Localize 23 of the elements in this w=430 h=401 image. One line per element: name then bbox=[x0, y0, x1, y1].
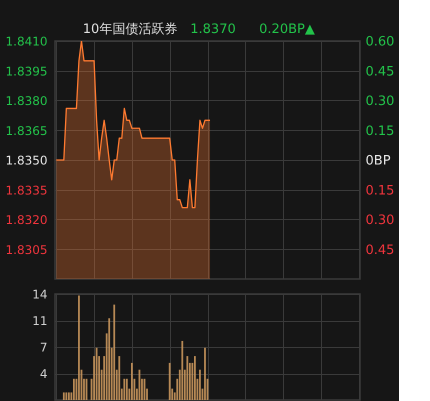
y2-tick-label: 0.45 bbox=[366, 64, 394, 80]
y-tick-label: 7 bbox=[40, 340, 48, 354]
y2-tick-label: 0.15 bbox=[366, 124, 394, 139]
y2-tick-label: 0.60 bbox=[366, 34, 394, 50]
y-tick-label: 1.8335 bbox=[6, 183, 48, 198]
y2-tick-label: 0.15 bbox=[366, 183, 394, 198]
text: 0.20BP▲ bbox=[259, 22, 315, 37]
y2-tick-label: 0.45 bbox=[366, 242, 394, 258]
y-tick-label: 4 bbox=[40, 367, 48, 381]
y-tick-label: 11 bbox=[32, 314, 48, 328]
y-tick-label: 1.8380 bbox=[6, 94, 48, 108]
y-tick-label: 1.8350 bbox=[6, 154, 48, 168]
y-tick-label: 1.8410 bbox=[6, 34, 48, 48]
chart-title: 10年国债活跃券 bbox=[82, 22, 178, 37]
y-tick-label: 1.8365 bbox=[6, 124, 48, 138]
y-tick-label: 14 bbox=[32, 288, 48, 302]
y-tick-label: 1.8305 bbox=[6, 242, 48, 257]
y2-tick-label: 0.30 bbox=[366, 94, 394, 109]
y-tick-label: 1.8320 bbox=[6, 213, 48, 227]
y2-tick-label: 0BP bbox=[366, 154, 391, 168]
text: 1.8370 bbox=[190, 22, 236, 37]
y-tick-label: 1.8395 bbox=[6, 64, 48, 78]
y2-tick-label: 0.30 bbox=[366, 213, 394, 228]
